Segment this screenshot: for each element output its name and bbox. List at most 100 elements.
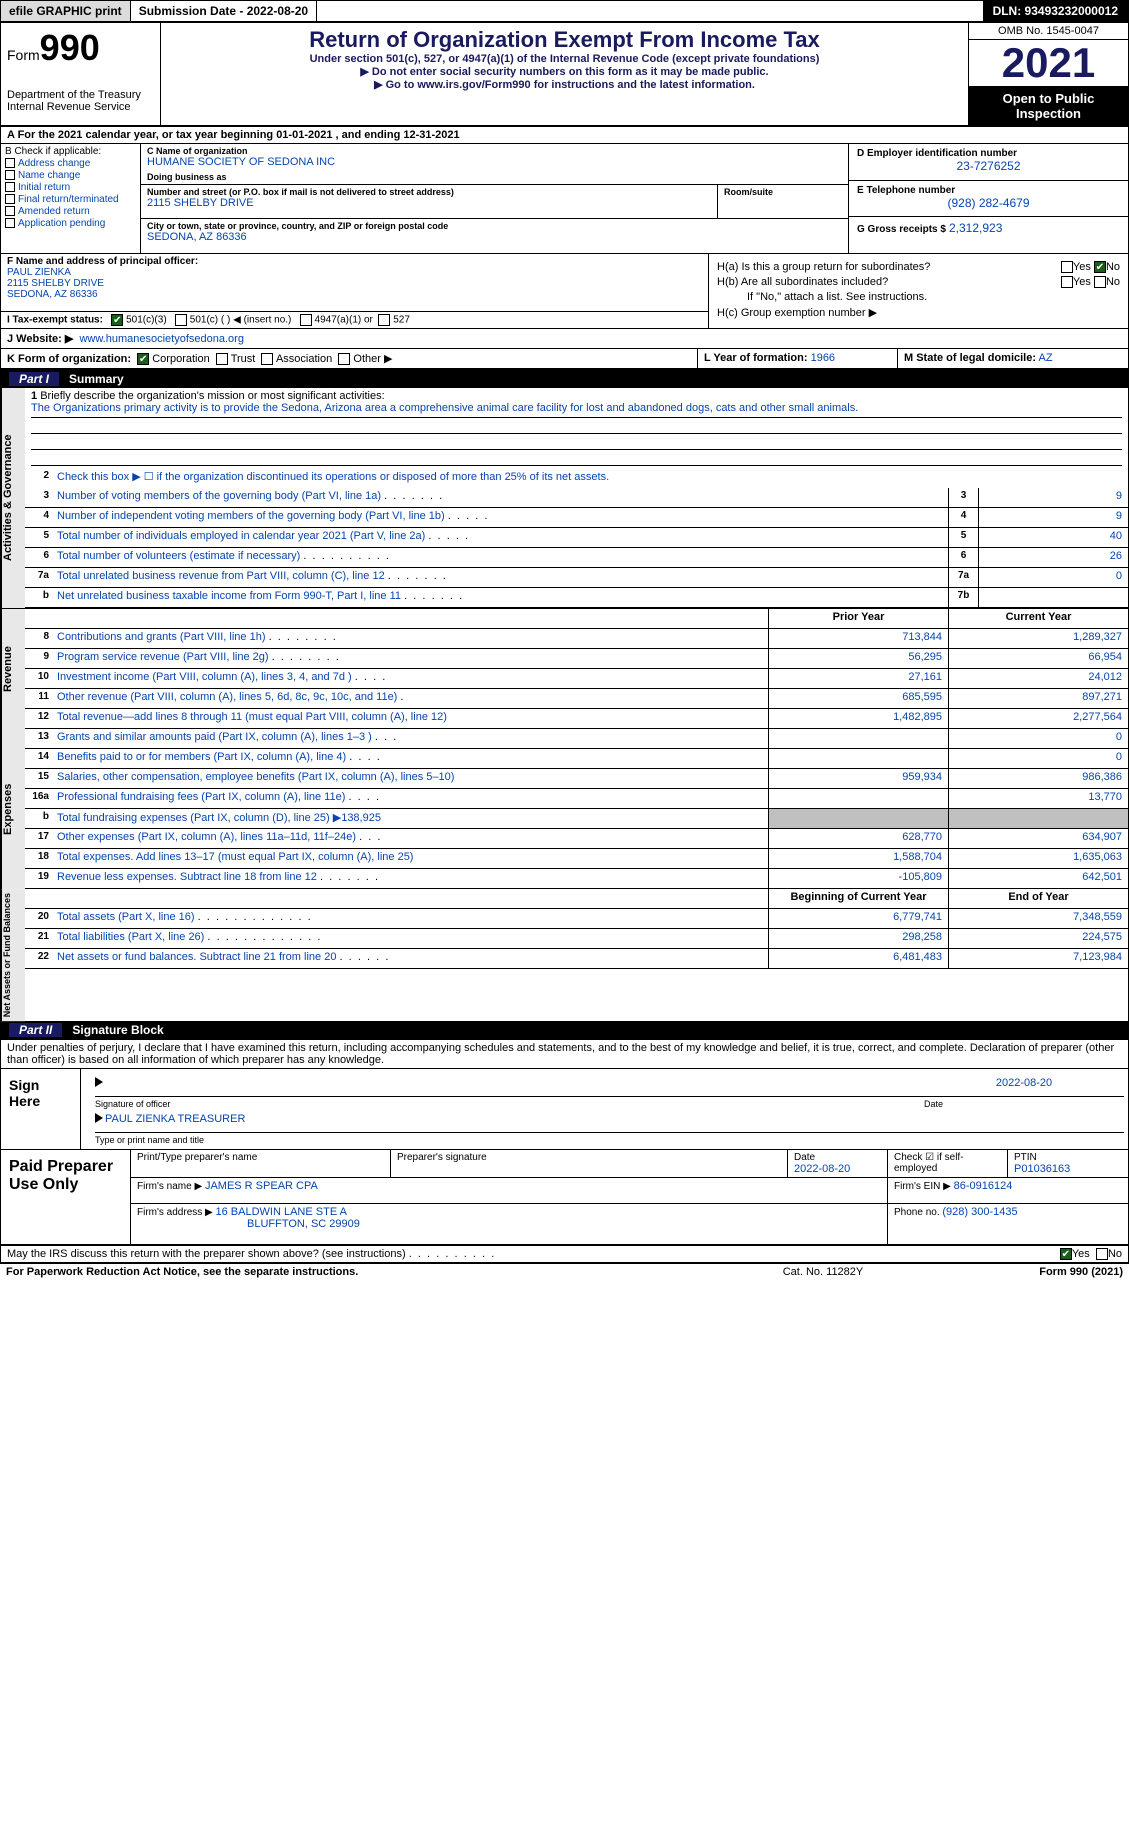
i-label: I Tax-exempt status:	[7, 315, 103, 326]
opt-4947: 4947(a)(1) or	[315, 315, 373, 326]
line-19-py: -105,809	[768, 869, 948, 888]
line-7a-val: 0	[978, 568, 1128, 587]
dln-label: DLN: 93493232000012	[983, 1, 1128, 21]
ha-no: No	[1106, 261, 1120, 273]
dept-treasury: Department of the Treasury Internal Reve…	[7, 89, 154, 113]
part1-title: Summary	[69, 372, 124, 386]
line-16a-desc: Professional fundraising fees (Part IX, …	[53, 789, 768, 808]
chk-amended-return[interactable]: Amended return	[5, 206, 136, 217]
side-revenue: Revenue	[1, 609, 25, 729]
l-year: L Year of formation: 1966	[698, 349, 898, 368]
line-18-desc: Total expenses. Add lines 13–17 (must eq…	[53, 849, 768, 868]
chk-trust[interactable]	[216, 353, 228, 365]
line-8: 8Contributions and grants (Part VIII, li…	[25, 629, 1128, 649]
efile-print-button[interactable]: efile GRAPHIC print	[1, 1, 131, 21]
line-2: 2 Check this box ▶ ☐ if the organization…	[25, 468, 1128, 488]
line-11: 11Other revenue (Part VIII, column (A), …	[25, 689, 1128, 709]
line-19-desc: Revenue less expenses. Subtract line 18 …	[53, 869, 768, 888]
chk-4947[interactable]	[300, 314, 312, 326]
line-14-desc: Benefits paid to or for members (Part IX…	[53, 749, 768, 768]
col-b-title: B Check if applicable:	[5, 146, 136, 157]
block-b-c-d: B Check if applicable: Address change Na…	[1, 144, 1128, 254]
hb-label: H(b) Are all subordinates included?	[717, 276, 1061, 288]
line-11-cy: 897,271	[948, 689, 1128, 708]
form-header: Form990 Department of the Treasury Inter…	[1, 23, 1128, 127]
pp-name: Print/Type preparer's name	[131, 1150, 391, 1177]
chk-address-change[interactable]: Address change	[5, 158, 136, 169]
chk-assoc[interactable]	[261, 353, 273, 365]
chk-527[interactable]	[378, 314, 390, 326]
hb-no-chk[interactable]	[1094, 276, 1106, 288]
sig-date: 2022-08-20	[924, 1077, 1124, 1096]
pp-sig: Preparer's signature	[391, 1150, 788, 1177]
paid-prep-label: Paid Preparer Use Only	[1, 1150, 131, 1244]
irs-no-chk[interactable]	[1096, 1248, 1108, 1260]
side-activities: Activities & Governance	[1, 388, 25, 608]
j-label: J Website: ▶	[7, 333, 73, 345]
line-7b-val	[978, 588, 1128, 607]
line-17: 17Other expenses (Part IX, column (A), l…	[25, 829, 1128, 849]
opt-501c: 501(c) ( ) ◀ (insert no.)	[190, 315, 292, 326]
ha-yes-chk[interactable]	[1061, 261, 1073, 273]
line-17-desc: Other expenses (Part IX, column (A), lin…	[53, 829, 768, 848]
ha-no-chk[interactable]: ✔	[1094, 261, 1106, 273]
chk-501c3[interactable]: ✔	[111, 314, 123, 326]
sig-officer-field[interactable]	[105, 1077, 924, 1096]
line-21-cy: 224,575	[948, 929, 1128, 948]
line-10-desc: Investment income (Part VIII, column (A)…	[53, 669, 768, 688]
m-value: AZ	[1038, 352, 1052, 364]
website-link[interactable]: www.humanesocietyofsedona.org	[79, 333, 243, 345]
line-10: 10Investment income (Part VIII, column (…	[25, 669, 1128, 689]
line-4-desc: Number of independent voting members of …	[53, 508, 948, 527]
col-c-org-info: C Name of organization HUMANE SOCIETY OF…	[141, 144, 848, 253]
chk-other[interactable]	[338, 353, 350, 365]
line-13-py	[768, 729, 948, 748]
l-label: L Year of formation:	[704, 352, 808, 364]
chk-final-return[interactable]: Final return/terminated	[5, 194, 136, 205]
line-22-desc: Net assets or fund balances. Subtract li…	[53, 949, 768, 968]
row-j-website: J Website: ▶ www.humanesocietyofsedona.o…	[1, 329, 1128, 349]
hb-note: If "No," attach a list. See instructions…	[717, 291, 1120, 303]
chk-501c[interactable]	[175, 314, 187, 326]
line-18: 18Total expenses. Add lines 13–17 (must …	[25, 849, 1128, 869]
c-city-row: City or town, state or province, country…	[141, 219, 848, 253]
col-h: H(a) Is this a group return for subordin…	[708, 254, 1128, 328]
gross-label: G Gross receipts $	[857, 224, 946, 235]
irs-yes-chk[interactable]: ✔	[1060, 1248, 1072, 1260]
ein-row: D Employer identification number 23-7276…	[849, 144, 1128, 181]
col-prior-year: Prior Year	[768, 609, 948, 628]
line-4-val: 9	[978, 508, 1128, 527]
hb-yes-chk[interactable]	[1061, 276, 1073, 288]
officer-addr2: SEDONA, AZ 86336	[7, 289, 98, 300]
line-20-cy: 7,348,559	[948, 909, 1128, 928]
line-7b-desc: Net unrelated business taxable income fr…	[53, 588, 948, 607]
ein-value: 23-7276252	[857, 159, 1120, 173]
line-16a: 16aProfessional fundraising fees (Part I…	[25, 789, 1128, 809]
chk-name-change[interactable]: Name change	[5, 170, 136, 181]
pp-row-1: Print/Type preparer's name Preparer's si…	[131, 1150, 1128, 1178]
mission-blank-3	[31, 450, 1122, 466]
form-subtitle-2: ▶ Do not enter social security numbers o…	[165, 65, 964, 78]
officer-name: PAUL ZIENKA	[7, 267, 71, 278]
footer-form: Form 990 (2021)	[923, 1266, 1123, 1278]
line-11-desc: Other revenue (Part VIII, column (A), li…	[53, 689, 768, 708]
line-12: 12Total revenue—add lines 8 through 11 (…	[25, 709, 1128, 729]
chk-corp[interactable]: ✔	[137, 353, 149, 365]
line-9-desc: Program service revenue (Part VIII, line…	[53, 649, 768, 668]
k-label: K Form of organization:	[7, 353, 131, 365]
line-16a-py	[768, 789, 948, 808]
f-label: F Name and address of principal officer:	[7, 256, 198, 267]
tax-year: 2021	[969, 40, 1128, 87]
chk-initial-return[interactable]: Initial return	[5, 182, 136, 193]
sig-date-label: Date	[924, 1099, 1124, 1109]
line-17-py: 628,770	[768, 829, 948, 848]
header-right: OMB No. 1545-0047 2021 Open to Public In…	[968, 23, 1128, 125]
pp-self-emp: Check ☑ if self-employed	[888, 1150, 1008, 1177]
gross-value: 2,312,923	[949, 221, 1002, 235]
hb-row: H(b) Are all subordinates included? Yes …	[717, 276, 1120, 288]
row-k-l-m: K Form of organization: ✔ Corporation Tr…	[1, 349, 1128, 370]
phone-value: (928) 282-4679	[857, 196, 1120, 210]
chk-application-pending[interactable]: Application pending	[5, 218, 136, 229]
omb-number: OMB No. 1545-0047	[969, 23, 1128, 40]
line-22-cy: 7,123,984	[948, 949, 1128, 968]
